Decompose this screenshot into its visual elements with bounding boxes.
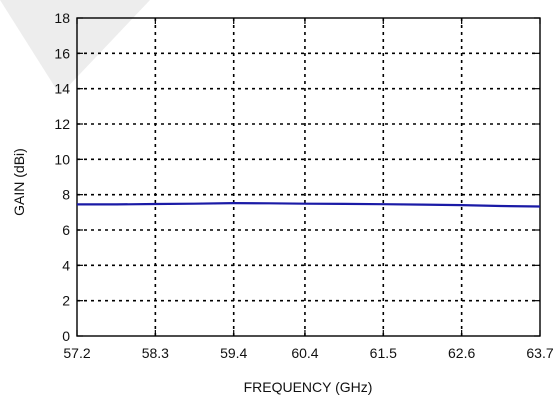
y-tick-label: 14 (54, 81, 70, 97)
x-tick-label: 63.7 (526, 345, 553, 361)
y-tick-label: 16 (54, 45, 70, 61)
y-tick-label: 8 (62, 187, 70, 203)
y-tick-label: 18 (54, 10, 70, 26)
gain-series-line (77, 202, 541, 208)
x-tick-label: 59.4 (220, 345, 247, 361)
y-axis-title: GAIN (dBi) (11, 148, 27, 216)
y-tick-label: 2 (62, 293, 70, 309)
y-tick-label: 4 (62, 257, 70, 273)
y-tick-label: 0 (62, 328, 70, 344)
x-axis-title: FREQUENCY (GHz) (244, 379, 373, 395)
x-tick-label: 57.2 (63, 345, 90, 361)
grid (77, 18, 540, 336)
x-tick-label: 60.4 (291, 345, 318, 361)
x-tick-label: 61.5 (370, 345, 397, 361)
axes (76, 17, 541, 337)
tick-labels: 0 2 4 6 8 10 12 14 16 18 57.2 58.3 59.4 60.4 61.5 62.6 6… (54, 10, 553, 361)
plot-frame (76, 17, 541, 337)
y-tick-label: 12 (54, 116, 70, 132)
y-tick-label: 10 (54, 151, 70, 167)
series-layer (77, 202, 541, 208)
y-tick-label: 6 (62, 222, 70, 238)
x-tick-label: 62.6 (448, 345, 475, 361)
x-tick-label: 58.3 (142, 345, 169, 361)
